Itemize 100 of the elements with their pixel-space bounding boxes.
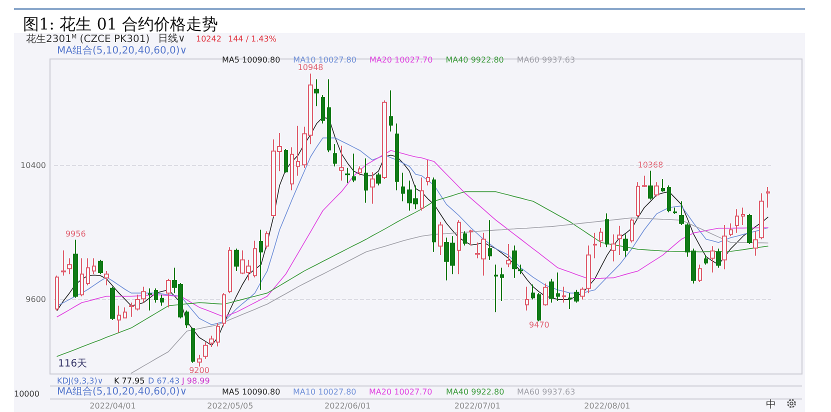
candlestick [234, 248, 239, 272]
text: MA5 10090.80 [222, 388, 280, 396]
candlestick [636, 182, 640, 218]
text: MA组合(5,10,20,40,60,0)∨ [57, 386, 188, 398]
candlestick [222, 292, 226, 327]
text: 中 [766, 398, 776, 410]
candlestick [203, 342, 208, 360]
candlestick [284, 148, 288, 174]
candlestick [506, 243, 511, 268]
candlestick [123, 306, 127, 319]
candlestick [605, 212, 609, 248]
text: 日线∨ [158, 32, 186, 44]
annotation: 9200 [189, 366, 210, 375]
candlestick [314, 78, 319, 107]
text: MA20 10027.70 [369, 56, 433, 64]
candlestick [209, 335, 214, 348]
candlestick [438, 221, 443, 256]
candlestick [500, 267, 504, 302]
candlestick [110, 286, 115, 321]
candlestick [321, 94, 325, 124]
candlestick [623, 234, 628, 258]
candlestick [574, 289, 579, 304]
candlestick [469, 229, 473, 246]
candlestick [253, 240, 257, 278]
candlestick [333, 144, 337, 167]
chart-title: 图1: 花生 01 合约价格走势 [23, 14, 218, 34]
candlestick [358, 166, 362, 176]
candlestick [512, 244, 517, 278]
candlestick [154, 288, 158, 304]
candlestick [98, 259, 103, 275]
annotation: 9956 [65, 229, 86, 238]
candlestick [185, 310, 189, 328]
candlestick [698, 264, 702, 283]
x-tick-label: 2022/08/01 [584, 402, 630, 410]
candlestick [389, 90, 393, 132]
candlestick [722, 224, 727, 270]
candlestick [191, 327, 195, 364]
candlestick [463, 230, 467, 246]
candlestick [648, 170, 653, 200]
candlestick [55, 275, 59, 311]
candlestick [73, 239, 78, 298]
text: KDJ(9,3,3)∨ [57, 376, 104, 386]
text: MA20 10027.70 [369, 388, 432, 396]
candlestick [290, 146, 294, 191]
candlestick [741, 207, 745, 226]
text: MA组合(5,10,20,40,60,0)∨ [57, 44, 188, 56]
candlestick [617, 225, 622, 256]
candlestick [160, 294, 164, 306]
candlestick [345, 167, 350, 184]
candlestick [296, 125, 300, 176]
text: K 77.95 [114, 376, 145, 386]
candlestick [259, 229, 263, 290]
candlestick [661, 178, 665, 192]
candlestick [599, 228, 603, 248]
x-tick-label: 2022/07/01 [454, 402, 500, 410]
candlestick [61, 250, 66, 276]
candlestick [642, 175, 647, 188]
candlestick [710, 246, 715, 273]
y-tick-label: 9600 [26, 294, 46, 304]
candlestick [370, 172, 375, 204]
candlestick [729, 222, 733, 237]
candlestick [766, 186, 770, 208]
line-series [130, 217, 768, 374]
candlestick [382, 100, 387, 180]
annotation: 10948 [298, 63, 324, 72]
text: MA40 9922.80 [446, 56, 504, 64]
x-tick-label: 2022/05/05 [207, 402, 254, 410]
candlestick [432, 176, 436, 252]
text: MA60 9937.63 [516, 56, 576, 64]
candlestick [543, 283, 548, 306]
candlestick [265, 230, 269, 250]
candlestick [457, 220, 461, 275]
candlestick [704, 254, 708, 266]
annotation: 9470 [529, 320, 550, 330]
candlestick [531, 284, 535, 300]
candlestick [525, 286, 529, 311]
x-tick-label: 2022/06/01 [324, 402, 371, 410]
candlestick [426, 160, 430, 186]
candlestick [716, 248, 721, 268]
candlestick [104, 270, 109, 286]
text: MA10 10027.80 [293, 388, 356, 396]
candlestick [117, 305, 121, 334]
candlestick [216, 322, 220, 347]
candlestick [80, 258, 84, 297]
candlestick [759, 192, 764, 240]
candlestick [679, 200, 684, 226]
text: 144 / 1.43% [228, 34, 277, 44]
candlestick [593, 232, 597, 259]
text: 10000 [14, 390, 40, 398]
line-series [56, 191, 768, 357]
candlestick [86, 258, 90, 286]
text: J 98.99 [181, 376, 210, 386]
candlestick [166, 278, 171, 308]
candlestick [518, 264, 523, 275]
candlestick [401, 172, 405, 202]
candlestick [537, 292, 541, 322]
candlestick [747, 213, 752, 244]
text: MA40 9922.80 [446, 388, 504, 396]
candlestick [494, 264, 498, 313]
candlestick [667, 184, 671, 213]
